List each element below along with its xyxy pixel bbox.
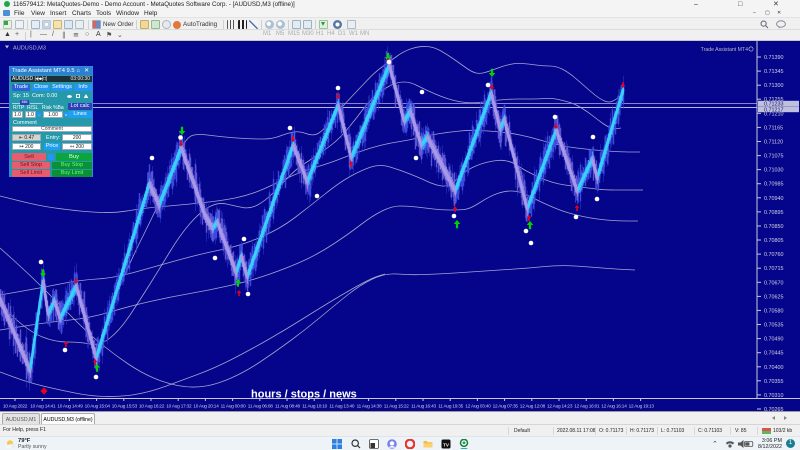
svg-text:0.70400: 0.70400 [764, 365, 784, 371]
svg-text:11 Aug 08:48: 11 Aug 08:48 [275, 404, 300, 409]
svg-text:0.70490: 0.70490 [764, 337, 784, 343]
svg-text:0.71300: 0.71300 [764, 83, 784, 89]
svg-text:12 Aug 12:08: 12 Aug 12:08 [520, 404, 546, 409]
svg-text:10 Aug 15:53: 10 Aug 15:53 [112, 404, 138, 409]
svg-text:0.70715: 0.70715 [764, 266, 784, 272]
svg-text:12 Aug 16:14: 12 Aug 16:14 [601, 404, 627, 409]
svg-text:11 Aug 13:40: 11 Aug 13:40 [329, 404, 354, 409]
svg-text:0.70940: 0.70940 [764, 196, 784, 202]
svg-text:Trade Assistant MT4: Trade Assistant MT4 [701, 47, 748, 53]
svg-text:0.71345: 0.71345 [764, 69, 784, 75]
svg-text:0.71255: 0.71255 [764, 97, 784, 103]
svg-text:11 Aug 14:38: 11 Aug 14:38 [357, 404, 382, 409]
svg-text:0.70265: 0.70265 [764, 407, 784, 411]
svg-text:0.70895: 0.70895 [764, 210, 784, 216]
svg-text:hours / stops / news: hours / stops / news [251, 389, 357, 401]
svg-text:0.71120: 0.71120 [764, 140, 783, 146]
svg-text:10 Aug 15:04: 10 Aug 15:04 [85, 404, 111, 409]
svg-text:0.70805: 0.70805 [764, 238, 784, 244]
svg-text:0.70355: 0.70355 [764, 379, 784, 385]
svg-text:11 Aug 10:10: 11 Aug 10:10 [302, 404, 327, 409]
svg-text:0.70985: 0.70985 [764, 182, 784, 188]
svg-text:10 Aug 16:22: 10 Aug 16:22 [139, 404, 165, 409]
svg-text:0.71030: 0.71030 [764, 168, 784, 174]
svg-text:12 Aug 14:23: 12 Aug 14:23 [547, 404, 573, 409]
svg-text:11 Aug 00:00: 11 Aug 00:00 [221, 404, 246, 409]
svg-text:0.71210: 0.71210 [764, 111, 784, 117]
svg-text:0.70670: 0.70670 [764, 280, 784, 286]
svg-text:0.70760: 0.70760 [764, 252, 784, 258]
svg-text:0.71390: 0.71390 [764, 55, 784, 61]
svg-text:TV: TV [443, 442, 450, 447]
svg-text:0.70850: 0.70850 [764, 224, 784, 230]
svg-text:0.70535: 0.70535 [764, 323, 784, 329]
svg-text:11 Aug 06:08: 11 Aug 06:08 [248, 404, 273, 409]
svg-text:10 Aug 14:41: 10 Aug 14:41 [30, 404, 56, 409]
svg-text:0.70580: 0.70580 [764, 308, 784, 314]
svg-text:12 Aug 07:35: 12 Aug 07:35 [493, 404, 519, 409]
svg-text:0.71217: 0.71217 [764, 107, 784, 113]
svg-text:12 Aug 16:01: 12 Aug 16:01 [574, 404, 600, 409]
svg-text:11 Aug 16:43: 11 Aug 16:43 [411, 404, 436, 409]
svg-text:10 Aug 17:32: 10 Aug 17:32 [166, 404, 192, 409]
svg-text:0.71165: 0.71165 [764, 125, 783, 131]
svg-text:11 Aug 15:22: 11 Aug 15:22 [384, 404, 409, 409]
svg-text:12 Aug 19:13: 12 Aug 19:13 [629, 404, 655, 409]
svg-text:0.70310: 0.70310 [764, 393, 784, 399]
svg-text:0.70625: 0.70625 [764, 294, 784, 300]
svg-text:0.70445: 0.70445 [764, 351, 784, 357]
svg-text:11 Aug 19:35: 11 Aug 19:35 [438, 404, 463, 409]
svg-text:10 Aug 14:49: 10 Aug 14:49 [57, 404, 83, 409]
svg-text:0.71075: 0.71075 [764, 154, 784, 160]
svg-text:AUDUSD,M3: AUDUSD,M3 [13, 46, 46, 52]
svg-text:10 Aug 2022: 10 Aug 2022 [3, 404, 28, 409]
svg-text:10 Aug 20:14: 10 Aug 20:14 [193, 404, 219, 409]
svg-text:12 Aug 03:40: 12 Aug 03:40 [465, 404, 491, 409]
svg-text:0.71233: 0.71233 [764, 102, 784, 108]
